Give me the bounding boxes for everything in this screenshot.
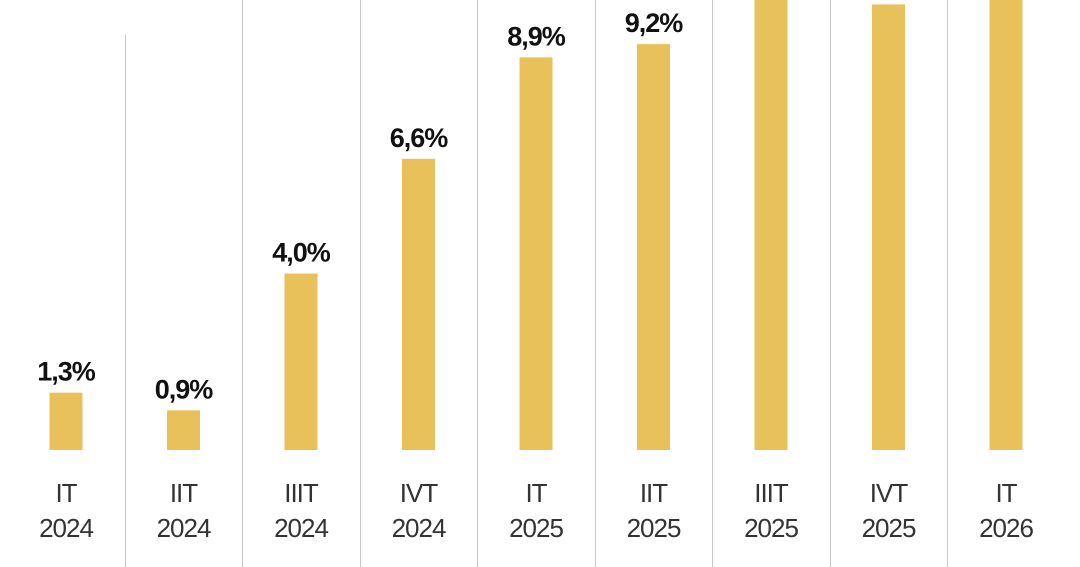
value-label: 8,9% [507,21,566,51]
x-tick-label: IT [525,478,547,508]
value-label: 9,2% [625,8,684,38]
bar [989,0,1023,450]
bar [519,57,553,451]
x-tick-label: IVT [400,478,439,508]
bar [637,44,670,450]
x-tick-label: IIIT [284,478,319,508]
bar [167,410,200,450]
plot-area: 1,3% 0,9% 4,0% 6,6% 8,9% 9,2% [37,0,1023,451]
x-tick-label: 2025 [862,513,916,543]
x-tick-label: 2025 [744,513,798,543]
x-tick-label: 2024 [392,513,446,543]
bar [49,392,83,450]
value-label: 0,9% [155,374,214,404]
x-tick-label: 2024 [274,513,328,543]
x-tick-label: IVT [870,478,909,508]
x-tick-label: 2024 [39,513,93,543]
x-tick-label: 2026 [979,513,1033,543]
x-tick-label: IIT [170,478,198,508]
bar [872,4,905,450]
bar [402,158,435,450]
value-label: 1,3% [37,357,96,387]
separators [125,0,948,567]
bar [754,0,788,450]
x-tick-label: IIT [640,478,668,508]
x-tick-label: IT [55,478,77,508]
x-tick-label: 2024 [157,513,211,543]
x-tick-label: IT [995,478,1017,508]
x-tick-label: 2025 [509,513,563,543]
value-label: 6,6% [390,123,449,153]
bar [284,273,318,450]
x-tick-label: IIIT [754,478,789,508]
x-tick-label: 2025 [627,513,681,543]
value-label: 4,0% [272,238,331,268]
